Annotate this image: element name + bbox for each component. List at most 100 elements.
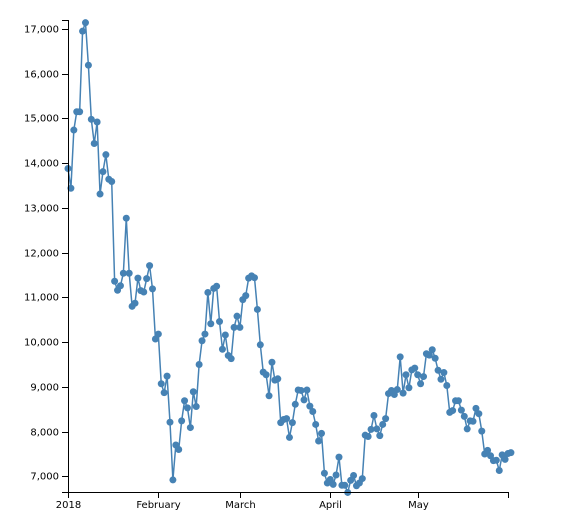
data-point — [221, 331, 229, 339]
data-point — [119, 269, 127, 277]
y-tick: 15,000 — [24, 114, 68, 125]
y-tick: 11,000 — [24, 293, 68, 304]
data-point — [449, 407, 457, 415]
data-point — [84, 61, 92, 69]
data-point — [198, 337, 206, 345]
data-point — [116, 282, 124, 290]
data-point — [149, 285, 156, 293]
data-point — [457, 406, 465, 414]
data-point — [102, 151, 110, 159]
data-point — [87, 115, 95, 123]
data-point — [443, 382, 451, 390]
y-tick: 9,000 — [30, 383, 68, 394]
data-point — [183, 404, 191, 412]
y-tick: 7,000 — [30, 472, 68, 483]
data-point — [93, 118, 101, 126]
data-point — [204, 288, 212, 296]
y-tick: 13,000 — [24, 204, 68, 215]
data-point — [134, 274, 142, 282]
data-point — [335, 453, 343, 461]
data-point — [146, 262, 154, 270]
data-point — [440, 369, 448, 377]
y-tick-label: 16,000 — [24, 70, 59, 81]
data-point — [216, 318, 224, 326]
data-point — [227, 355, 235, 363]
x-tick: February — [136, 492, 181, 511]
y-axis: 7,000 8,000 9,000 10,000 11,000 12,000 13,000 1… — [24, 20, 69, 493]
x-tick: 2018 — [56, 492, 81, 511]
data-point — [309, 407, 317, 415]
data-point — [420, 373, 427, 381]
data-point — [367, 425, 375, 433]
y-tick-label: 7,000 — [30, 472, 59, 483]
data-point — [76, 108, 84, 116]
data-point — [306, 402, 314, 410]
data-point — [437, 375, 445, 383]
y-tick: 12,000 — [24, 249, 68, 260]
data-point — [265, 392, 273, 400]
data-point — [396, 353, 404, 361]
data-point — [285, 433, 293, 441]
data-point — [402, 371, 410, 379]
data-point — [358, 475, 366, 483]
data-point — [213, 282, 221, 290]
data-point — [178, 417, 186, 425]
data-point — [242, 292, 250, 300]
data-point — [96, 190, 104, 198]
data-point — [288, 419, 296, 427]
data-point — [250, 274, 258, 282]
data-point — [157, 380, 165, 388]
data-point — [256, 341, 264, 349]
data-point — [341, 481, 349, 489]
data-point — [300, 396, 308, 404]
data-point — [417, 380, 425, 388]
data-point — [484, 446, 492, 454]
data-point — [122, 214, 130, 222]
data-point — [329, 480, 337, 488]
x-tick-label: February — [136, 500, 180, 511]
y-tick: 16,000 — [24, 70, 68, 81]
y-tick-label: 15,000 — [24, 114, 59, 125]
x-tick-label: April — [319, 500, 342, 511]
y-tick-label: 14,000 — [24, 159, 59, 170]
x-tick-label: 2018 — [56, 500, 81, 511]
data-point — [175, 446, 183, 453]
y-axis-line — [62, 20, 69, 493]
data-point — [315, 437, 323, 445]
data-point — [90, 139, 98, 147]
data-point — [131, 299, 139, 307]
data-point — [501, 455, 509, 463]
data-point — [434, 366, 442, 374]
data-point — [431, 354, 439, 362]
x-axis: 2018 February March April May — [56, 492, 509, 511]
data-point — [274, 375, 282, 383]
data-point — [320, 469, 328, 477]
data-point — [81, 19, 89, 27]
data-point — [169, 476, 177, 484]
data-point — [376, 432, 384, 440]
data-point — [195, 360, 203, 368]
data-point — [370, 412, 378, 419]
data-point — [166, 418, 174, 426]
data-point — [399, 389, 407, 397]
data-point — [283, 415, 291, 423]
y-tick-label: 8,000 — [30, 428, 59, 439]
data-point — [253, 305, 261, 313]
data-point — [507, 449, 515, 457]
data-point — [233, 312, 241, 320]
data-point — [405, 384, 413, 392]
data-point — [318, 429, 326, 437]
y-tick-label: 13,000 — [24, 204, 59, 215]
data-point — [492, 456, 500, 464]
data-point — [230, 323, 238, 331]
data-point — [99, 168, 107, 176]
x-tick-label: May — [408, 500, 429, 511]
data-point — [186, 424, 194, 432]
data-point — [332, 471, 340, 479]
data-point — [181, 397, 189, 405]
data-point — [262, 371, 270, 379]
x-tick-label: March — [225, 500, 255, 511]
y-tick-label: 17,000 — [24, 25, 59, 36]
data-point — [469, 417, 477, 425]
